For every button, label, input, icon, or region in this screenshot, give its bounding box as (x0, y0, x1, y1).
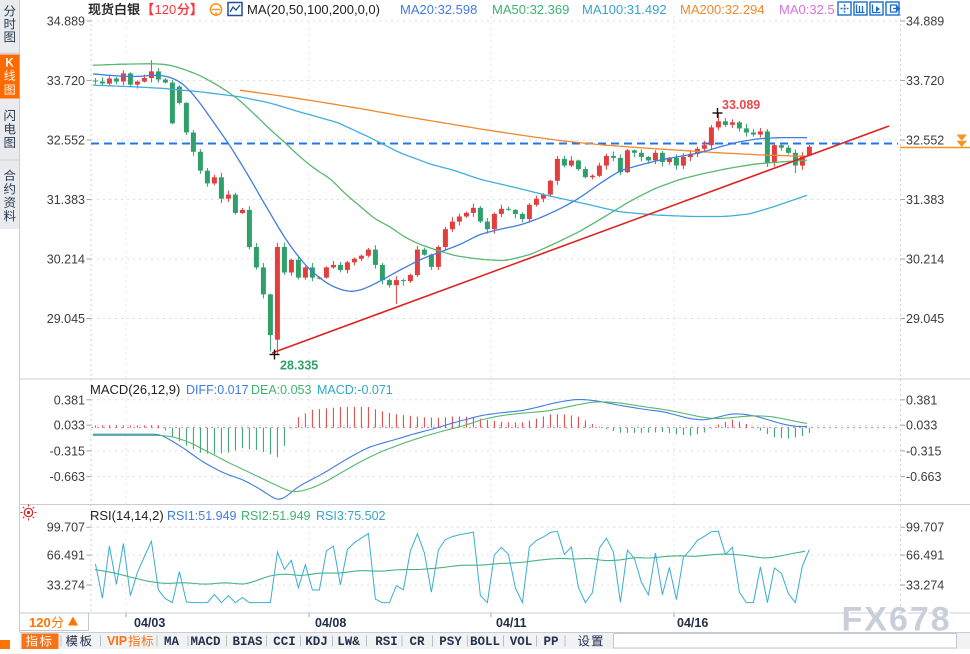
svg-text:MACD(26,12,9): MACD(26,12,9) (90, 382, 180, 397)
svg-text:120: 120 (155, 2, 177, 17)
svg-text:66.491: 66.491 (47, 549, 85, 563)
svg-text:32.552: 32.552 (906, 134, 944, 148)
svg-text:33.089: 33.089 (722, 98, 760, 112)
svg-text:VIP: VIP (107, 634, 127, 648)
svg-text:BOLL: BOLL (470, 635, 500, 649)
svg-text:PSY: PSY (439, 635, 462, 649)
svg-text:99.707: 99.707 (906, 521, 944, 535)
svg-text:DIFF:0.017: DIFF:0.017 (186, 383, 249, 397)
svg-text:33.720: 33.720 (47, 74, 85, 88)
svg-text:MA20:32.598: MA20:32.598 (400, 2, 477, 17)
svg-text:RSI2:51.949: RSI2:51.949 (241, 509, 311, 523)
svg-text:CR: CR (409, 635, 425, 649)
svg-text:KDJ: KDJ (305, 635, 328, 649)
svg-text:VOL: VOL (510, 635, 533, 649)
svg-text:0.381: 0.381 (906, 393, 937, 407)
svg-text:BIAS: BIAS (232, 635, 263, 649)
svg-text:MA0:32.5: MA0:32.5 (779, 2, 835, 17)
svg-text:MACD: MACD (190, 635, 221, 649)
svg-text:-0.663: -0.663 (906, 470, 941, 484)
svg-text:66.491: 66.491 (906, 549, 944, 563)
svg-text:29.045: 29.045 (47, 312, 85, 326)
svg-text:RSI: RSI (375, 635, 398, 649)
svg-text:30.214: 30.214 (906, 253, 944, 267)
svg-text:33.274: 33.274 (47, 579, 85, 593)
svg-text:0.033: 0.033 (54, 419, 85, 433)
svg-text:-0.663: -0.663 (50, 470, 85, 484)
svg-text:MA100:31.492: MA100:31.492 (582, 2, 667, 17)
svg-text:32.552: 32.552 (47, 134, 85, 148)
svg-text:MACD:-0.071: MACD:-0.071 (317, 383, 393, 397)
svg-text:34.889: 34.889 (47, 15, 85, 29)
svg-text:29.045: 29.045 (906, 312, 944, 326)
svg-text:RSI1:51.949: RSI1:51.949 (167, 509, 237, 523)
svg-text:33.720: 33.720 (906, 74, 944, 88)
svg-text:04/11: 04/11 (496, 616, 527, 630)
svg-text:-0.315: -0.315 (50, 444, 85, 458)
svg-text:CCI: CCI (273, 635, 296, 649)
svg-text:28.335: 28.335 (280, 359, 318, 373)
svg-text:120: 120 (29, 615, 51, 630)
svg-text:30.214: 30.214 (47, 253, 85, 267)
svg-text:04/16: 04/16 (677, 616, 708, 630)
svg-text:04/08: 04/08 (315, 616, 346, 630)
svg-text:K: K (5, 58, 14, 70)
svg-text:-0.315: -0.315 (906, 444, 941, 458)
svg-text:PP: PP (543, 635, 558, 649)
svg-text:31.383: 31.383 (906, 193, 944, 207)
svg-text:0.381: 0.381 (54, 393, 85, 407)
svg-text:DEA:0.053: DEA:0.053 (251, 383, 312, 397)
svg-text:MA(20,50,100,200,0,0): MA(20,50,100,200,0,0) (247, 2, 380, 17)
svg-text:RSI3:75.502: RSI3:75.502 (316, 509, 386, 523)
svg-text:33.274: 33.274 (906, 579, 944, 593)
svg-text:0.033: 0.033 (906, 419, 937, 433)
svg-text:MA200:32.294: MA200:32.294 (680, 2, 765, 17)
svg-text:RSI(14,14,2): RSI(14,14,2) (90, 508, 164, 523)
svg-text:31.383: 31.383 (47, 193, 85, 207)
svg-text:34.889: 34.889 (906, 15, 944, 29)
svg-text:MA50:32.369: MA50:32.369 (492, 2, 569, 17)
svg-text:LW&: LW& (337, 635, 360, 649)
svg-text:99.707: 99.707 (47, 521, 85, 535)
svg-text:04/03: 04/03 (134, 616, 165, 630)
svg-text:MA: MA (164, 635, 180, 649)
